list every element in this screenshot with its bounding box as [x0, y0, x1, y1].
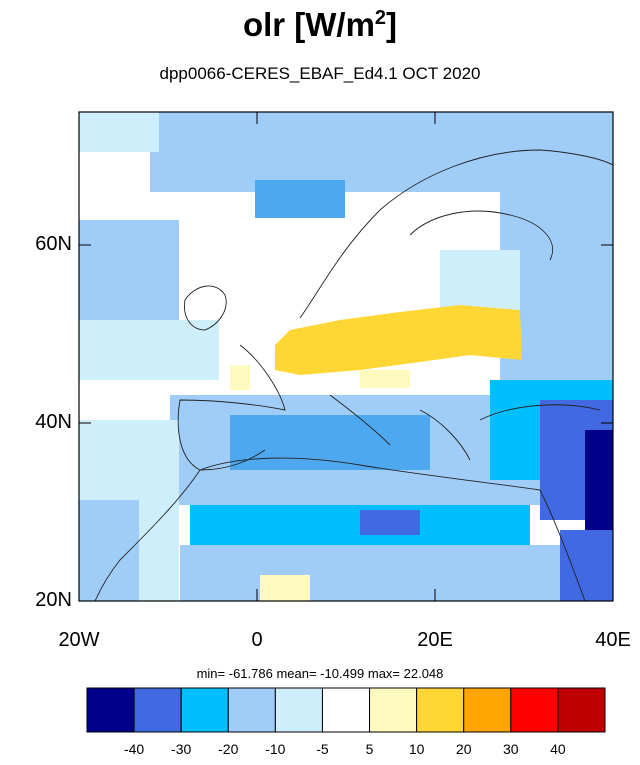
- field-libya-strong: [360, 510, 420, 535]
- anomaly-field: [79, 112, 613, 601]
- title-close: ]: [386, 6, 398, 43]
- x-tick-marks: [78, 112, 614, 601]
- field-sahel-light: [260, 575, 310, 601]
- field-nw-corner: [79, 112, 159, 152]
- x-tick-20e: 20E: [417, 629, 453, 651]
- field-france-light: [230, 365, 250, 390]
- field-east-light: [440, 250, 520, 310]
- map-frame: [78, 111, 614, 602]
- y-tick-20n: 20N: [35, 589, 72, 611]
- stats-line: min= -61.786 mean= -10.499 max= 22.048: [196, 666, 444, 681]
- colorbar-box-2: [180, 687, 229, 733]
- x-tick-40e: 40E: [595, 629, 631, 651]
- colorbar-box-1: [133, 687, 182, 733]
- colorbar-label-2: -20: [218, 741, 239, 757]
- colorbar-label-6: 10: [408, 741, 425, 757]
- colorbar-label-0: -40: [123, 741, 145, 757]
- colorbar-label-3: -10: [265, 741, 286, 757]
- coastline-scandinavia: [299, 149, 613, 319]
- colorbar-box-0: [86, 687, 135, 733]
- colorbar-box-5: [321, 687, 371, 733]
- colorbar-label-5: 5: [365, 741, 374, 757]
- field-positive-anomaly: [275, 305, 522, 375]
- colorbar-label-8: 30: [503, 741, 519, 757]
- coastline-red-sea: [539, 489, 586, 601]
- colorbar-box-9: [510, 687, 559, 733]
- y-tick-40n: 40N: [35, 411, 72, 433]
- field-south: [180, 545, 600, 601]
- x-tick-0: 0: [251, 629, 263, 651]
- chart-subtitle: dpp0066-CERES_EBAF_Ed4.1 OCT 2020: [159, 64, 481, 83]
- colorbar-box-10: [557, 687, 606, 733]
- colorbar-label-1: -30: [171, 741, 192, 757]
- colorbar-box-7: [416, 687, 465, 733]
- coastline-west-africa: [94, 469, 201, 601]
- colorbar-label-7: 20: [455, 741, 472, 757]
- chart-title: olr [W/m2]: [0, 6, 640, 44]
- field-norwegian-sea: [255, 180, 345, 218]
- colorbar-box-8: [463, 687, 512, 733]
- coastline-greece: [419, 409, 471, 461]
- coastline-baltic: [409, 210, 553, 261]
- coastline-britain: [184, 285, 227, 331]
- colorbar-box-6: [369, 687, 418, 733]
- coastline-north-africa: [199, 457, 541, 491]
- title-superscript: 2: [374, 7, 387, 29]
- colorbar-box-4: [274, 687, 323, 733]
- coastline-italy: [329, 394, 391, 446]
- coastline-turkey: [479, 404, 601, 421]
- coastlines: [94, 149, 613, 601]
- field-balkan-light: [360, 370, 410, 388]
- y-tick-marks: [79, 244, 613, 602]
- x-tick-20w: 20W: [58, 629, 100, 651]
- title-text: olr [W/m: [242, 6, 375, 43]
- colorbar-label-4: -5: [316, 741, 329, 757]
- field-atlantic-mid: [79, 320, 219, 380]
- field-red-sea: [560, 530, 613, 601]
- field-atlantic-west: [79, 220, 179, 320]
- coastline-iberia: [177, 344, 286, 471]
- colorbar-box-3: [227, 687, 276, 733]
- y-tick-60n: 60N: [35, 233, 72, 255]
- colorbar-label-9: 40: [550, 741, 566, 757]
